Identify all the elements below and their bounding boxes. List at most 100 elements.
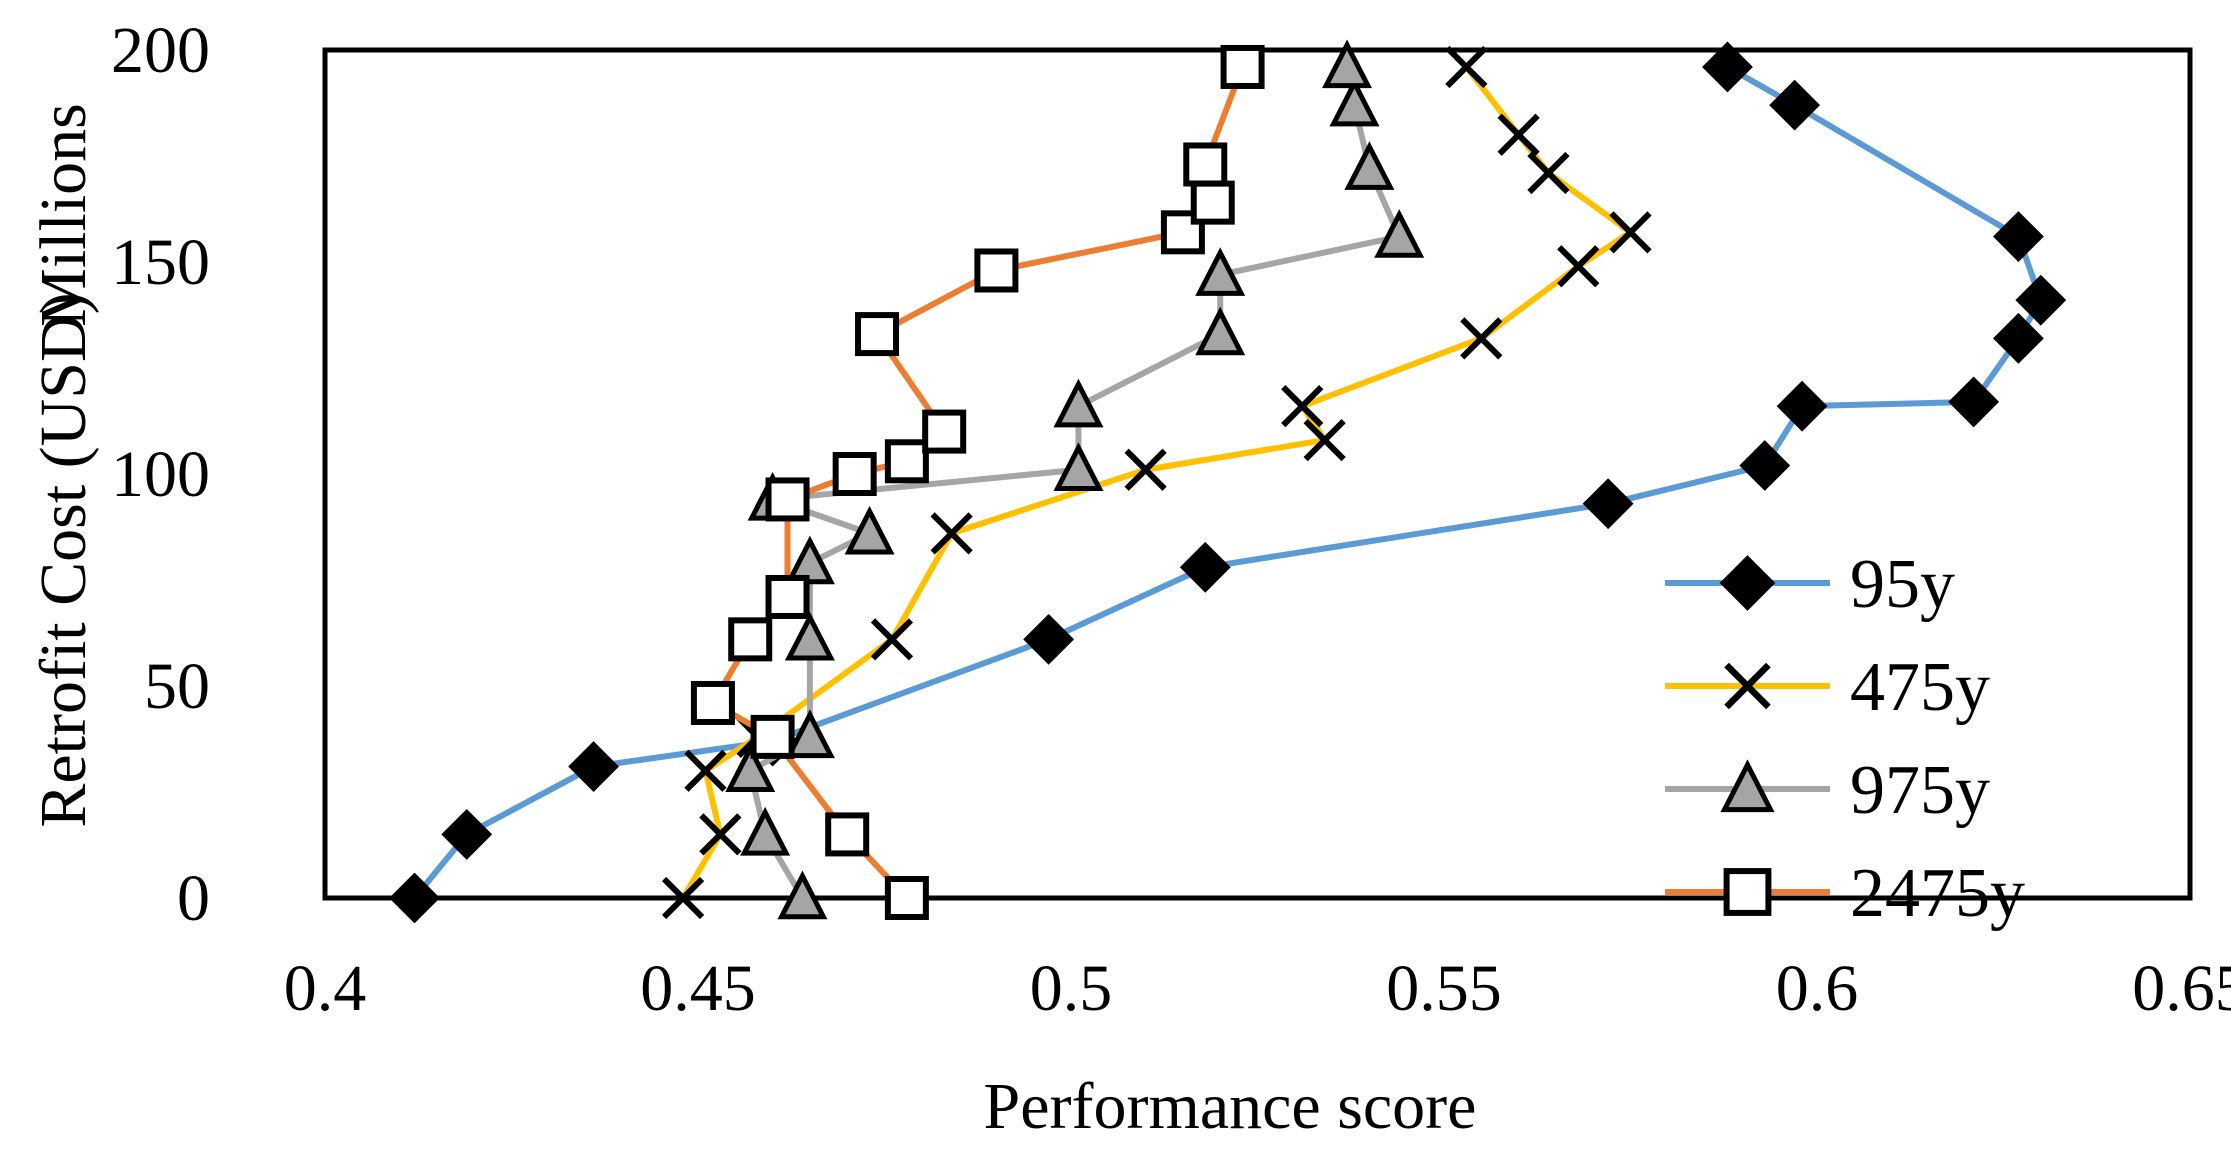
x-marker <box>1460 317 1503 360</box>
triangle-marker <box>1053 442 1104 491</box>
square-marker <box>765 477 810 522</box>
x-marker <box>661 876 705 920</box>
x-axis-title: Performance score <box>984 1070 1477 1143</box>
square-marker <box>690 680 735 725</box>
x-marker-stroke <box>684 749 727 792</box>
legend-label: 2475y <box>1850 855 2025 932</box>
diamond-marker <box>1702 41 1753 93</box>
y-tick-label: 200 <box>111 14 210 87</box>
x-marker-stroke <box>1124 448 1167 491</box>
x-marker <box>870 618 914 661</box>
triangle-marker <box>1322 39 1373 89</box>
legend-item-95y: 95y <box>1665 546 1955 623</box>
x-marker-stroke <box>1527 151 1570 195</box>
diamond-marker <box>389 872 440 924</box>
x-tick-label: 0.6 <box>1776 952 1859 1025</box>
y-axis-title: Retrofit Cost (USD) <box>27 292 100 827</box>
x-marker <box>1124 448 1167 491</box>
triangle-marker <box>1329 77 1380 127</box>
diamond-marker <box>1769 79 1821 131</box>
square-marker <box>832 452 877 496</box>
triangle-marker <box>1344 141 1395 190</box>
triangle-marker <box>1195 247 1246 296</box>
y-tick-label: 100 <box>111 438 210 511</box>
x-marker <box>1497 113 1540 156</box>
triangle-marker <box>784 535 835 585</box>
triangle-marker <box>844 505 895 555</box>
x-marker-stroke <box>870 618 914 661</box>
triangle-marker <box>740 806 791 856</box>
y-tick-label: 0 <box>177 862 210 935</box>
triangle-marker <box>1720 759 1775 813</box>
y-tick-label: 50 <box>144 650 210 723</box>
x-marker-stroke <box>1460 317 1503 360</box>
legend-label: 975y <box>1850 752 1990 829</box>
square-marker <box>825 812 870 857</box>
triangle-marker <box>725 743 776 792</box>
x-marker-stroke <box>1724 662 1771 710</box>
y-tick-label: 150 <box>111 226 210 299</box>
x-marker <box>1724 662 1771 710</box>
x-marker <box>1557 245 1600 288</box>
x-marker-stroke <box>1303 418 1346 462</box>
x-tick-label: 0.5 <box>1030 952 1113 1025</box>
legend-layer: 95y 475y 975y 2475y <box>1665 546 2025 932</box>
x-tick-label: 0.55 <box>1386 952 1502 1025</box>
diamond-marker <box>441 808 493 860</box>
x-marker <box>1527 151 1570 195</box>
triangle-marker <box>777 870 828 920</box>
triangle-marker <box>1374 209 1425 258</box>
triangle-marker <box>1053 378 1104 428</box>
square-marker <box>884 439 929 484</box>
x-tick-label: 0.45 <box>640 952 756 1025</box>
axes-layer: 0.4 0.45 0.5 0.55 0.6 0.65 0 50 100 150 200 <box>111 14 2231 1025</box>
x-marker-stroke <box>1557 245 1600 288</box>
triangle-marker <box>784 611 835 661</box>
legend-item-475y: 475y <box>1665 649 1990 726</box>
x-marker <box>1303 418 1346 462</box>
triangle-marker <box>1195 306 1246 356</box>
square-marker <box>1160 210 1205 255</box>
x-marker <box>699 813 742 856</box>
x-marker-stroke <box>699 813 742 856</box>
diamond-marker <box>1993 312 2044 364</box>
diamond-marker <box>1739 440 1791 491</box>
x-marker-stroke <box>930 512 973 555</box>
square-marker <box>1723 868 1772 916</box>
x-marker-stroke <box>1497 113 1540 156</box>
legend-label: 475y <box>1850 649 1990 726</box>
square-marker <box>884 876 929 920</box>
diamond-marker <box>1993 211 2044 262</box>
legend-item-2475y: 2475y <box>1665 855 2025 932</box>
diamond-marker <box>1719 555 1776 611</box>
x-marker-stroke <box>1609 211 1652 254</box>
y-axis-unit-label: Millions <box>27 103 100 327</box>
diamond-marker <box>568 741 619 792</box>
x-tick-label: 0.4 <box>284 952 367 1025</box>
diamond-marker <box>1023 613 1075 665</box>
x-marker-stroke <box>661 876 705 920</box>
square-marker <box>750 714 795 759</box>
diamond-marker <box>1948 376 2000 428</box>
legend-item-975y: 975y <box>1665 752 1990 829</box>
x-tick-label: 0.65 <box>2132 952 2231 1025</box>
legend-label: 95y <box>1850 546 1955 623</box>
x-marker <box>684 749 727 792</box>
diamond-marker <box>2015 274 2067 326</box>
square-marker <box>765 574 810 619</box>
series-layer <box>389 39 2067 924</box>
series-2475y <box>690 44 1265 920</box>
square-marker <box>728 617 773 662</box>
square-marker <box>974 248 1019 293</box>
diamond-marker <box>1776 380 1828 432</box>
x-marker-stroke <box>1281 385 1324 428</box>
x-marker <box>1281 385 1324 428</box>
diamond-marker <box>1582 478 1634 530</box>
x-marker <box>1609 211 1652 254</box>
x-marker <box>1445 45 1488 89</box>
square-marker <box>922 409 967 454</box>
square-marker <box>855 312 900 357</box>
square-marker <box>1220 44 1265 89</box>
